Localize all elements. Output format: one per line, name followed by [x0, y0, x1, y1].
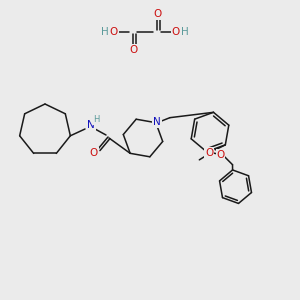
Text: O: O	[153, 9, 161, 19]
Text: H: H	[93, 116, 99, 124]
Text: O: O	[172, 27, 180, 37]
Text: H: H	[181, 27, 189, 37]
Text: O: O	[216, 150, 225, 160]
Text: N: N	[87, 120, 95, 130]
Text: O: O	[110, 27, 118, 37]
Text: O: O	[90, 148, 98, 158]
Text: O: O	[205, 148, 213, 158]
Text: N: N	[153, 117, 161, 127]
Text: O: O	[129, 45, 137, 55]
Text: H: H	[101, 27, 109, 37]
